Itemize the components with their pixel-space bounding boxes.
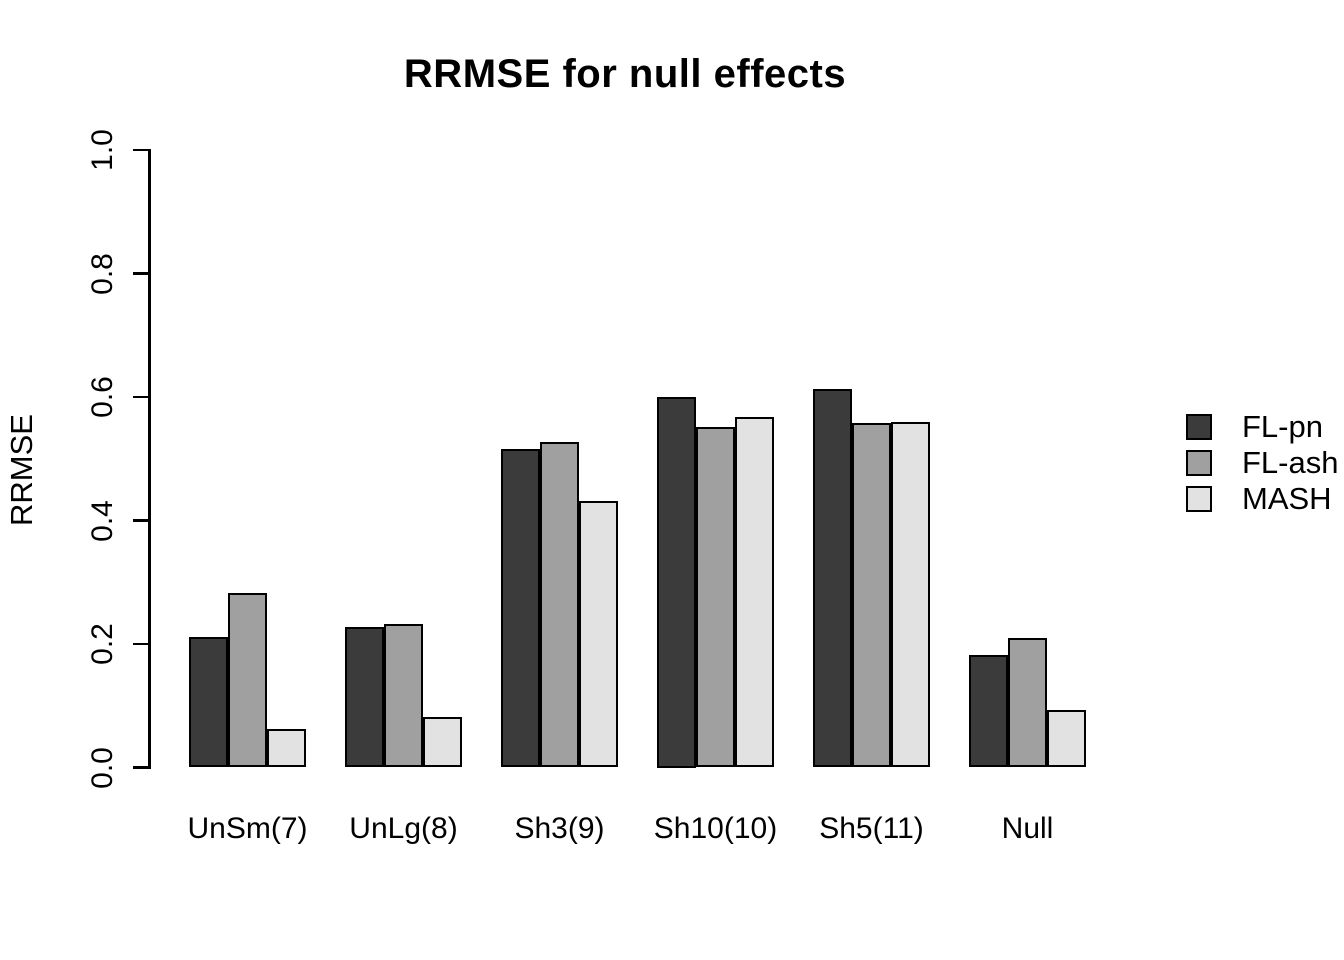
legend-label: FL-pn bbox=[1242, 409, 1323, 444]
x-tick-label-UnLg(8): UnLg(8) bbox=[349, 812, 458, 845]
bar-FL-ash-Sh5(11) bbox=[852, 422, 891, 768]
bar-MASH-Sh10(10) bbox=[735, 416, 774, 768]
bar-FL-pn-Sh5(11) bbox=[813, 388, 852, 768]
x-tick-label-Sh5(11): Sh5(11) bbox=[819, 812, 924, 845]
y-tick bbox=[133, 642, 149, 646]
y-tick bbox=[133, 519, 149, 522]
legend-swatch-MASH bbox=[1186, 485, 1212, 512]
y-tick bbox=[133, 272, 149, 275]
legend-item-FL-pn: FL-pn bbox=[1186, 409, 1338, 444]
y-tick bbox=[133, 766, 149, 769]
x-tick-label-Null: Null bbox=[1001, 812, 1054, 845]
bar-FL-pn-Sh3(9) bbox=[501, 449, 540, 768]
legend-label: MASH bbox=[1242, 481, 1332, 516]
legend: FL-pn FL-ash MASH bbox=[1186, 409, 1339, 522]
bar-FL-ash-Null bbox=[1008, 638, 1047, 768]
y-axis-label: RRMSE bbox=[4, 414, 39, 526]
bar-FL-pn-Sh10(10) bbox=[657, 397, 696, 768]
bar-FL-pn-UnSm(7) bbox=[189, 636, 228, 768]
bar-FL-pn-Null bbox=[969, 655, 1008, 768]
bar-FL-ash-UnSm(7) bbox=[228, 592, 267, 768]
bar-MASH-Sh5(11) bbox=[891, 421, 930, 768]
y-tick-label: 1.0 bbox=[86, 129, 119, 171]
legend-swatch-FL-ash bbox=[1186, 449, 1212, 476]
x-tick-label-UnSm(7): UnSm(7) bbox=[187, 812, 308, 845]
chart-title: RRMSE for null effects bbox=[403, 52, 847, 96]
y-tick-label: 0.0 bbox=[86, 746, 119, 789]
y-tick-label: 0.2 bbox=[86, 623, 119, 665]
y-tick-label: 0.8 bbox=[86, 252, 119, 295]
legend-label: FL-ash bbox=[1242, 445, 1339, 480]
y-axis-line bbox=[148, 149, 151, 769]
bar-FL-ash-Sh10(10) bbox=[696, 427, 735, 768]
bar-FL-ash-Sh3(9) bbox=[540, 442, 579, 768]
bar-MASH-UnLg(8) bbox=[423, 716, 462, 768]
legend-swatch-FL-pn bbox=[1186, 413, 1212, 440]
bar-FL-pn-UnLg(8) bbox=[345, 627, 384, 768]
y-tick-label: 0.6 bbox=[86, 376, 119, 418]
legend-item-FL-ash: FL-ash bbox=[1186, 445, 1339, 480]
x-tick-label-Sh10(10): Sh10(10) bbox=[653, 812, 778, 845]
bar-FL-ash-UnLg(8) bbox=[384, 624, 423, 768]
bar-MASH-UnSm(7) bbox=[267, 729, 306, 768]
bar-MASH-Sh3(9) bbox=[579, 501, 618, 768]
y-tick bbox=[133, 148, 149, 152]
y-tick-label: 0.4 bbox=[86, 499, 119, 542]
legend-item-MASH: MASH bbox=[1186, 481, 1338, 516]
y-tick bbox=[133, 395, 149, 399]
x-tick-label-Sh3(9): Sh3(9) bbox=[514, 812, 605, 845]
bar-MASH-Null bbox=[1047, 710, 1086, 768]
